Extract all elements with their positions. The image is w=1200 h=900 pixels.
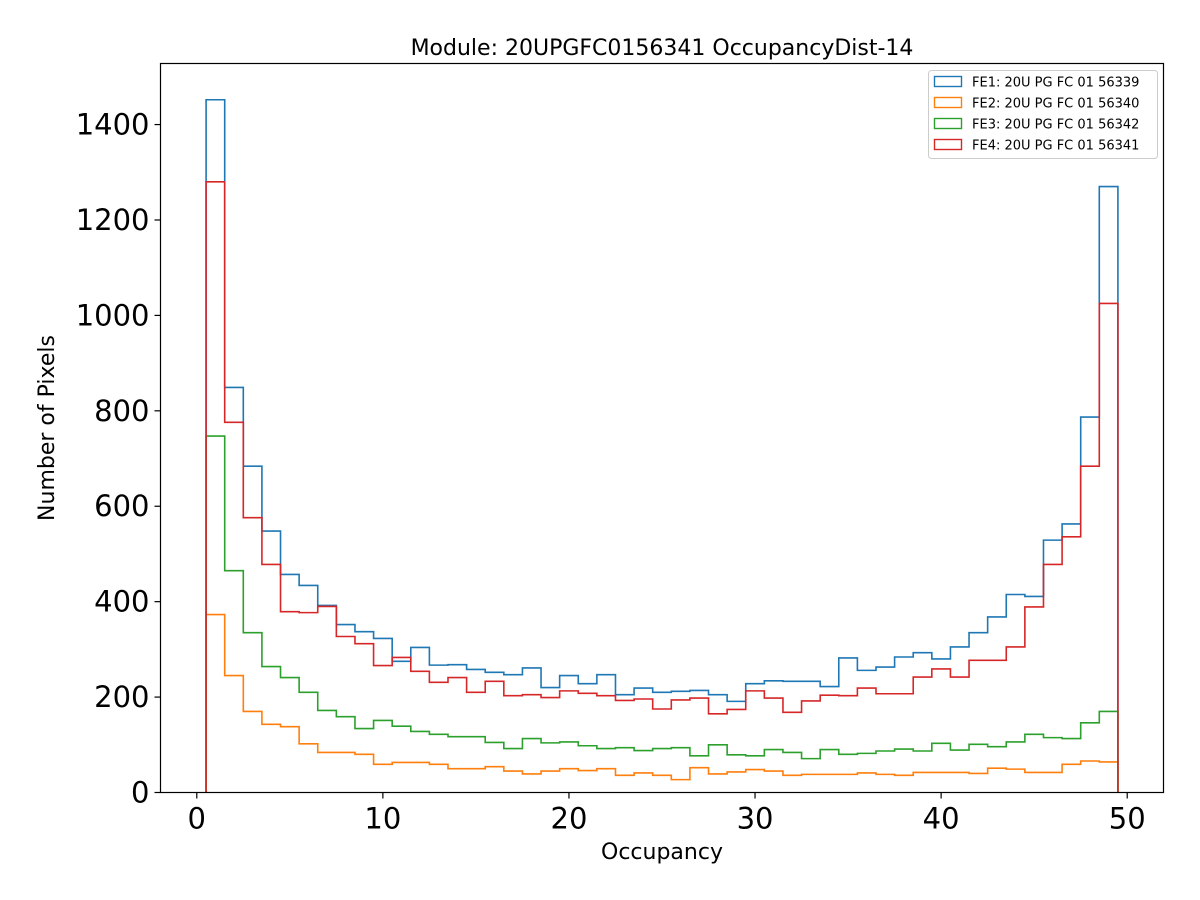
x-axis: 0 10 20 30 40 50 bbox=[188, 792, 1146, 836]
plot-frame bbox=[159, 62, 1165, 794]
x-tick-label: 30 bbox=[737, 802, 774, 836]
y-tick-label: 1400 bbox=[76, 108, 150, 142]
x-tick-label: 10 bbox=[364, 802, 401, 836]
x-axis-label: Occupancy bbox=[601, 840, 723, 865]
y-axis: 0 200 400 600 800 1000 1200 1400 bbox=[76, 108, 161, 810]
chart-title: Module: 20UPGFC0156341 OccupancyDist-14 bbox=[411, 36, 914, 61]
series-layer bbox=[205, 98, 1119, 793]
legend-label: FE2: 20U PG FC 01 56340 bbox=[972, 97, 1139, 112]
series-fe3-step bbox=[205, 435, 1119, 793]
series-fe4-step bbox=[205, 181, 1119, 793]
legend-item-fe4: FE4: 20U PG FC 01 56341 bbox=[933, 138, 1139, 154]
legend-label: FE3: 20U PG FC 01 56342 bbox=[972, 118, 1139, 133]
series-fe1-step bbox=[205, 98, 1119, 793]
legend-item-fe1: FE1: 20U PG FC 01 56339 bbox=[933, 75, 1139, 91]
legend-swatch bbox=[933, 96, 963, 109]
legend-item-fe2: FE2: 20U PG FC 01 56340 bbox=[933, 96, 1139, 112]
legend-swatch bbox=[933, 75, 963, 88]
legend-item-fe3: FE3: 20U PG FC 01 56342 bbox=[933, 117, 1139, 133]
y-tick-label: 600 bbox=[94, 489, 149, 523]
legend-swatch bbox=[933, 117, 963, 130]
x-tick-label: 0 bbox=[188, 802, 206, 836]
legend-swatch bbox=[933, 138, 963, 151]
y-tick-label: 0 bbox=[131, 776, 149, 810]
y-tick-label: 1200 bbox=[76, 203, 150, 237]
y-tick-label: 200 bbox=[94, 680, 149, 714]
y-tick-label: 800 bbox=[94, 394, 149, 428]
legend-label: FE1: 20U PG FC 01 56339 bbox=[972, 76, 1139, 91]
x-tick-label: 20 bbox=[551, 802, 588, 836]
y-axis-label: Number of Pixels bbox=[35, 335, 60, 521]
legend-frame bbox=[928, 70, 1158, 159]
x-tick-label: 50 bbox=[1109, 802, 1146, 836]
x-tick-label: 40 bbox=[923, 802, 960, 836]
y-tick-label: 400 bbox=[94, 585, 149, 619]
series-fe2-step bbox=[205, 613, 1119, 793]
y-tick-label: 1000 bbox=[76, 298, 150, 332]
legend-label: FE4: 20U PG FC 01 56341 bbox=[972, 139, 1139, 154]
legend: FE1: 20U PG FC 01 56339 FE2: 20U PG FC 01… bbox=[928, 70, 1158, 159]
